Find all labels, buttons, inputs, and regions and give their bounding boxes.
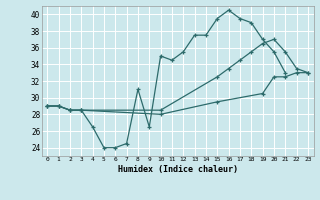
X-axis label: Humidex (Indice chaleur): Humidex (Indice chaleur) xyxy=(118,165,237,174)
